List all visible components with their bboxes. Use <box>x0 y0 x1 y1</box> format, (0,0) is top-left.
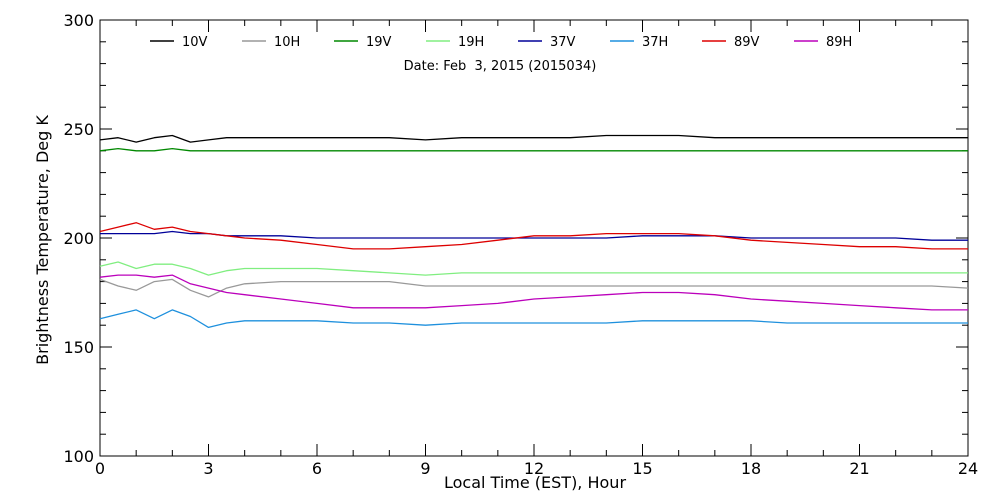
x-tick-label: 6 <box>312 459 322 478</box>
legend-label-10v: 10V <box>182 35 208 50</box>
legend-label-19h: 19H <box>458 35 484 50</box>
legend-label-37v: 37V <box>550 35 576 50</box>
legend: 10V 10H 19V 19H 37V 37H 89V 89H <box>150 35 852 50</box>
series-line-10v <box>99 134 968 143</box>
y-tick-label: 250 <box>63 120 94 139</box>
series-line-89h <box>99 274 968 311</box>
y-axis-title: Brightness Temperature, Deg K <box>33 115 52 365</box>
legend-label-37h: 37H <box>642 35 668 50</box>
y-axis-ticks: 100 150 200 250 300 <box>63 11 968 466</box>
series-line-37h <box>99 309 968 329</box>
legend-label-89h: 89H <box>826 35 852 50</box>
y-tick-label: 100 <box>63 447 94 466</box>
x-tick-label: 15 <box>632 459 652 478</box>
y-tick-label: 200 <box>63 229 94 248</box>
series-lines <box>99 134 969 329</box>
x-axis-title: Local Time (EST), Hour <box>444 473 626 492</box>
series-line-37v <box>100 230 968 241</box>
x-tick-label: 12 <box>524 459 544 478</box>
x-tick-label: 18 <box>741 459 761 478</box>
legend-label-89v: 89V <box>734 35 760 50</box>
series-line-10h <box>99 278 969 298</box>
x-tick-label: 9 <box>420 459 430 478</box>
x-axis-ticks: 0 3 6 9 12 15 18 21 24 <box>95 20 978 478</box>
legend-label-10h: 10H <box>274 35 300 50</box>
x-tick-label: 21 <box>849 459 869 478</box>
y-tick-label: 300 <box>63 11 94 30</box>
x-tick-label: 3 <box>203 459 213 478</box>
series-line-19v <box>99 147 968 152</box>
legend-label-19v: 19V <box>366 35 392 50</box>
series-line-19h <box>99 261 968 276</box>
series-line-89v <box>99 222 968 250</box>
x-tick-label: 24 <box>958 459 978 478</box>
y-tick-label: 150 <box>63 338 94 357</box>
date-annotation: Date: Feb 3, 2015 (2015034) <box>404 59 597 74</box>
x-tick-label: 0 <box>95 459 105 478</box>
